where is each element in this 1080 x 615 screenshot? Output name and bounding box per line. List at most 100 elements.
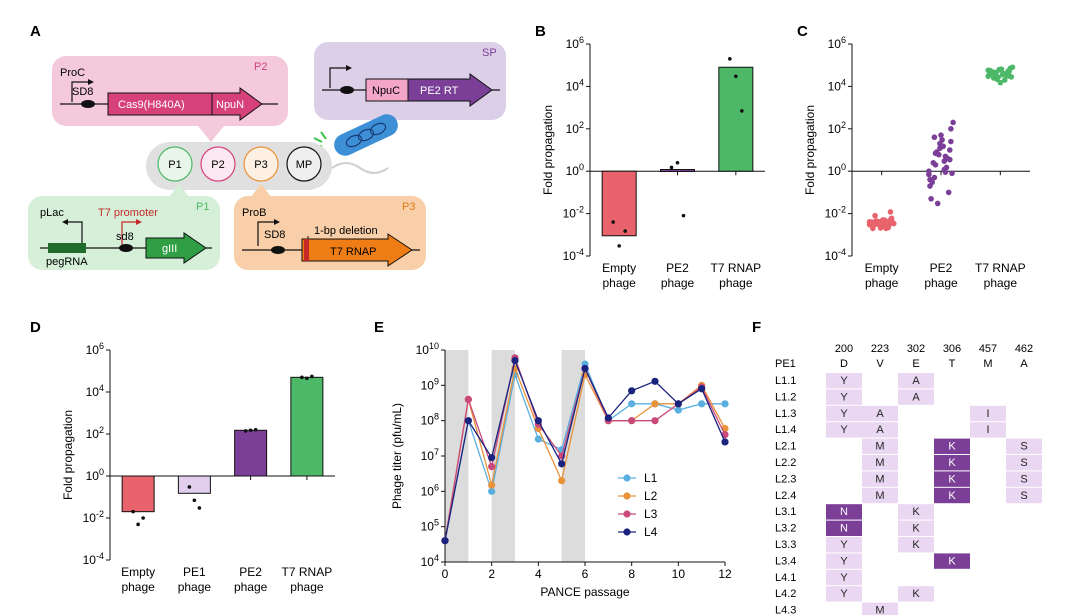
chart-e: 104 105 106 107 108 109 1010 0 2 4 6 8 10 12 PANCE pas… xyxy=(390,341,732,599)
mutation-cell xyxy=(862,487,898,504)
bar xyxy=(718,66,754,172)
p2-construct-box: P2 ProC SD8 Cas9(H840A) NpuN xyxy=(52,56,288,142)
mutation-residue: M xyxy=(875,441,884,453)
plasmid-p2-icon xyxy=(200,146,236,182)
y-tick-label: 104 xyxy=(86,383,104,399)
data-point xyxy=(939,137,945,143)
series-point-l4 xyxy=(511,357,519,365)
plasmid-p1-label: P1 xyxy=(168,159,181,171)
promoter-arrow-icon xyxy=(71,81,88,102)
panel-label-d: D xyxy=(30,319,41,336)
y-axis-title: Phage titer (pfu/mL) xyxy=(390,403,404,509)
data-point xyxy=(1005,68,1011,75)
data-point xyxy=(950,119,956,126)
series-point-l1 xyxy=(721,400,729,408)
y-tick-label: 109 xyxy=(421,376,439,392)
promoter-arrowhead-icon xyxy=(88,79,94,85)
chart-b: 10-4 10-2 100 102 104 106 Fold propagation Empt… xyxy=(541,35,765,290)
mutation-cell xyxy=(826,389,862,405)
x-category-label: PE2 xyxy=(666,261,689,275)
p3-box-label: P3 xyxy=(402,201,415,213)
data-point xyxy=(1000,71,1007,77)
variant-label: L3.3 xyxy=(775,539,796,551)
mutation-residue: S xyxy=(1020,441,1027,453)
mutation-cell xyxy=(934,471,970,487)
replicate-point xyxy=(300,375,304,380)
data-point xyxy=(990,69,997,76)
variant-label: L1.4 xyxy=(775,424,796,436)
p1-rbs-label: sd8 xyxy=(116,231,134,243)
data-point xyxy=(985,67,992,74)
host-cell-icon: P1 P2 P3 MP xyxy=(146,142,389,190)
mutation-residue: Y xyxy=(840,424,848,436)
data-point xyxy=(1001,77,1008,83)
data-point xyxy=(883,219,889,226)
bar xyxy=(121,475,155,513)
variant-label: L4.3 xyxy=(775,605,796,615)
y-axis-title: Fold propagation xyxy=(803,105,817,195)
giii-gene-label: gIII xyxy=(162,243,177,255)
header-residue: V xyxy=(876,358,884,370)
mutation-cell xyxy=(898,504,934,520)
legend-marker xyxy=(623,492,631,500)
data-point xyxy=(890,220,897,227)
mutation-residue: K xyxy=(912,523,920,535)
y-axis-title: Fold propagation xyxy=(61,410,75,500)
p2-box-label: P2 xyxy=(254,61,267,73)
replicate-point xyxy=(131,509,135,514)
mutation-cell xyxy=(862,422,898,438)
x-tick-label: 2 xyxy=(488,567,495,581)
header-position: 462 xyxy=(1015,343,1033,355)
replicate-point xyxy=(197,506,202,510)
series-point-l4 xyxy=(534,417,542,425)
x-category-label: phage xyxy=(602,276,636,290)
data-point xyxy=(934,200,941,207)
series-point-l1 xyxy=(488,487,496,495)
series-point-l1 xyxy=(674,406,682,414)
data-point xyxy=(948,138,954,145)
bar xyxy=(234,429,268,477)
panel-label-a: A xyxy=(30,23,41,40)
y-tick-label: 102 xyxy=(86,425,104,441)
mutation-residue: N xyxy=(840,506,848,518)
replicate-point xyxy=(740,109,744,113)
series-point-l4 xyxy=(604,414,612,422)
legend-marker xyxy=(623,528,631,536)
data-point xyxy=(887,209,894,215)
mutation-residue: S xyxy=(1020,457,1027,469)
data-point xyxy=(931,134,938,141)
p3-construct-box: P3 ProB SD8 1-bp deletion T7 RNAP xyxy=(234,184,426,270)
y-tick-label: 10-4 xyxy=(563,247,584,263)
mutation-cell xyxy=(862,405,898,422)
mutation-residue: I xyxy=(986,424,989,436)
mutation-cell xyxy=(898,389,934,405)
legend-label: L2 xyxy=(644,489,658,503)
shaded-passage-band xyxy=(491,350,515,562)
header-residue: M xyxy=(983,358,992,370)
mutation-residue: A xyxy=(912,375,920,387)
series-point-l1 xyxy=(628,400,636,408)
header-residue: A xyxy=(1020,358,1028,370)
mutation-cell xyxy=(1006,471,1042,487)
legend-marker xyxy=(623,510,631,518)
replicate-point xyxy=(681,213,686,218)
plasmid-p3-icon xyxy=(243,146,279,182)
data-point xyxy=(945,189,952,196)
data-point xyxy=(938,132,944,138)
mutation-residue: K xyxy=(912,506,920,518)
mutation-residue: N xyxy=(840,523,848,535)
x-category-label: phage xyxy=(984,276,1018,290)
y-tick-label: 108 xyxy=(421,412,439,428)
bar xyxy=(660,169,695,173)
mutation-residue: Y xyxy=(840,572,848,584)
mutation-residue: K xyxy=(948,555,956,567)
mutation-cell xyxy=(1006,438,1042,454)
x-tick-label: 0 xyxy=(442,567,449,581)
series-point-l1 xyxy=(534,435,542,443)
sp-construct-box: SP NpuC PE2 RT xyxy=(314,42,506,120)
series-point-l2 xyxy=(488,481,496,489)
data-point xyxy=(995,74,1001,81)
y-tick-label: 106 xyxy=(566,35,584,51)
mutation-residue: S xyxy=(1020,490,1027,502)
